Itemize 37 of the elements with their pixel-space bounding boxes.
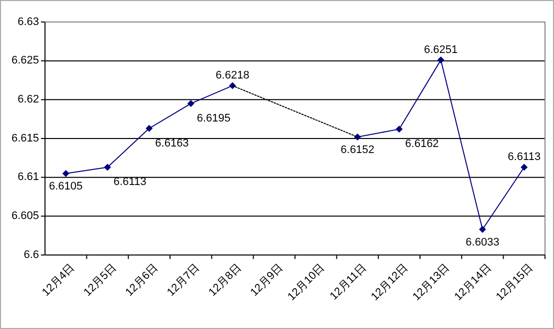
x-tick-label: 12月12日: [369, 262, 410, 304]
y-tick-label: 6.63: [18, 16, 39, 28]
x-tick-label: 12月5日: [82, 262, 119, 299]
y-tick-label: 6.61: [18, 171, 39, 184]
point: [62, 170, 70, 177]
data-label: 6.6105: [49, 180, 83, 192]
point: [104, 164, 111, 171]
x-tick-label: 12月9日: [248, 262, 286, 299]
data-label: 6.6195: [196, 112, 230, 125]
data-label: 6.6113: [114, 176, 146, 188]
point: [479, 226, 486, 233]
point: [187, 100, 194, 108]
point: [437, 56, 444, 64]
x-tick-label: 12月11日: [328, 262, 369, 302]
point: [520, 164, 528, 171]
y-tick-label: 6.6: [24, 248, 39, 261]
data-label: 6.6218: [216, 70, 250, 82]
x-tick-label: 12月6日: [123, 262, 160, 299]
data-label: 6.6152: [340, 144, 374, 156]
x-tick-label: 12月7日: [165, 262, 202, 299]
x-tick-label: 12月14日: [452, 262, 494, 304]
x-tick-label: 12月10日: [286, 262, 328, 304]
data-label: 6.6113: [508, 151, 541, 164]
x-tick-label: 12月13日: [410, 262, 452, 304]
point: [146, 124, 153, 132]
x-tick-label: 12月15日: [494, 262, 536, 304]
y-tick-label: 6.625: [11, 54, 39, 67]
x-tick-label: 12月4日: [40, 262, 78, 299]
point: [396, 126, 403, 133]
data-label: 6.6251: [424, 44, 458, 56]
x-tick-label: 12月8日: [206, 262, 244, 299]
data-label: 6.6163: [155, 137, 189, 150]
y-tick-label: 6.605: [11, 210, 39, 222]
y-tick-label: 6.615: [11, 132, 39, 144]
y-tick-label: 6.62: [18, 94, 39, 106]
data-label: 6.6162: [405, 138, 439, 150]
data-label: 6.6033: [466, 236, 500, 248]
